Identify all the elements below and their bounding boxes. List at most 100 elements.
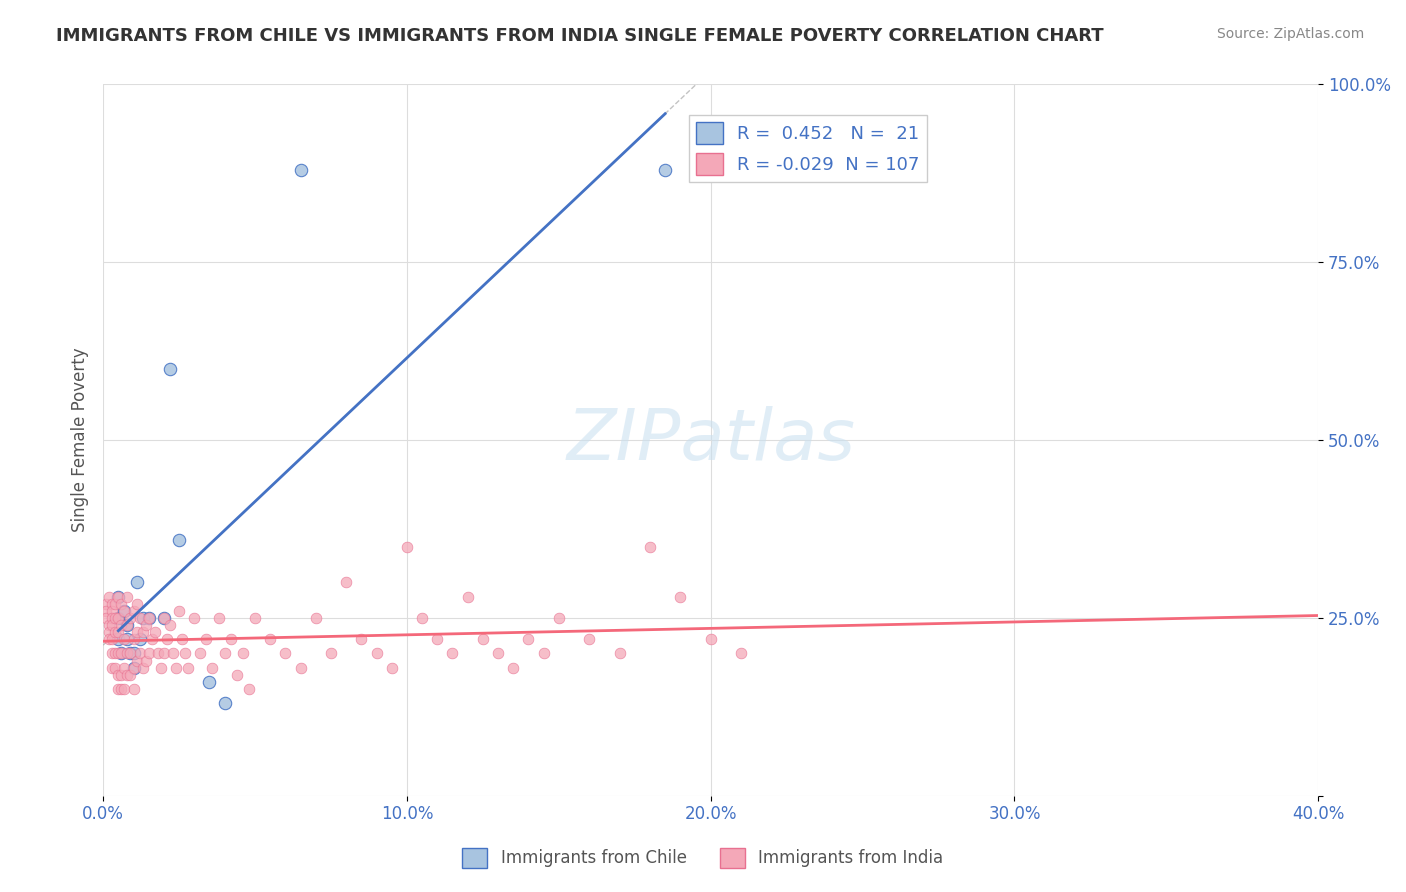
- Point: [195, 632, 218, 647]
- Point: [502, 661, 524, 675]
- Point: [101, 647, 124, 661]
- Point: [117, 618, 139, 632]
- Point: [290, 661, 312, 675]
- Point: [350, 632, 373, 647]
- Point: [138, 611, 160, 625]
- Point: [149, 661, 172, 675]
- Point: [669, 590, 692, 604]
- Point: [441, 647, 464, 661]
- Point: [153, 611, 176, 625]
- Point: [153, 647, 176, 661]
- Point: [305, 611, 328, 625]
- Point: [366, 647, 388, 661]
- Point: [122, 681, 145, 696]
- Point: [125, 654, 148, 668]
- Point: [167, 533, 190, 547]
- Point: [122, 647, 145, 661]
- Point: [98, 632, 121, 647]
- Point: [654, 162, 676, 177]
- Point: [165, 661, 187, 675]
- Point: [125, 575, 148, 590]
- Point: [101, 611, 124, 625]
- Point: [107, 590, 129, 604]
- Point: [125, 625, 148, 640]
- Point: [214, 647, 236, 661]
- Point: [112, 632, 135, 647]
- Point: [128, 611, 150, 625]
- Point: [104, 611, 127, 625]
- Point: [547, 611, 569, 625]
- Point: [153, 611, 176, 625]
- Point: [104, 625, 127, 640]
- Point: [104, 597, 127, 611]
- Point: [183, 611, 205, 625]
- Point: [198, 675, 221, 690]
- Point: [471, 632, 494, 647]
- Point: [107, 611, 129, 625]
- Point: [138, 611, 160, 625]
- Point: [101, 604, 124, 618]
- Text: IMMIGRANTS FROM CHILE VS IMMIGRANTS FROM INDIA SINGLE FEMALE POVERTY CORRELATION: IMMIGRANTS FROM CHILE VS IMMIGRANTS FROM…: [56, 27, 1104, 45]
- Text: Source: ZipAtlas.com: Source: ZipAtlas.com: [1216, 27, 1364, 41]
- Point: [138, 647, 160, 661]
- Point: [107, 632, 129, 647]
- Point: [107, 668, 129, 682]
- Point: [122, 661, 145, 675]
- Point: [159, 362, 181, 376]
- Point: [699, 632, 721, 647]
- Point: [159, 618, 181, 632]
- Point: [730, 647, 752, 661]
- Point: [232, 647, 254, 661]
- Point: [101, 597, 124, 611]
- Point: [177, 661, 200, 675]
- Point: [243, 611, 266, 625]
- Point: [110, 668, 132, 682]
- Point: [107, 611, 129, 625]
- Point: [381, 661, 404, 675]
- Point: [174, 647, 197, 661]
- Point: [143, 625, 166, 640]
- Point: [426, 632, 449, 647]
- Point: [110, 618, 132, 632]
- Point: [104, 661, 127, 675]
- Legend: Immigrants from Chile, Immigrants from India: Immigrants from Chile, Immigrants from I…: [456, 841, 950, 875]
- Point: [101, 618, 124, 632]
- Point: [135, 654, 157, 668]
- Point: [457, 590, 479, 604]
- Point: [96, 604, 118, 618]
- Point: [162, 647, 184, 661]
- Text: ZIPatlas: ZIPatlas: [567, 406, 855, 475]
- Point: [156, 632, 179, 647]
- Point: [120, 611, 142, 625]
- Point: [122, 604, 145, 618]
- Point: [98, 618, 121, 632]
- Point: [110, 647, 132, 661]
- Point: [259, 632, 281, 647]
- Point: [131, 661, 153, 675]
- Point: [141, 632, 163, 647]
- Point: [207, 611, 229, 625]
- Point: [172, 632, 194, 647]
- Point: [96, 597, 118, 611]
- Point: [201, 661, 224, 675]
- Point: [609, 647, 631, 661]
- Point: [112, 661, 135, 675]
- Point: [122, 661, 145, 675]
- Point: [107, 681, 129, 696]
- Point: [131, 611, 153, 625]
- Point: [274, 647, 297, 661]
- Point: [214, 696, 236, 710]
- Point: [638, 540, 661, 554]
- Point: [117, 647, 139, 661]
- Point: [225, 668, 247, 682]
- Y-axis label: Single Female Poverty: Single Female Poverty: [72, 348, 89, 533]
- Point: [219, 632, 242, 647]
- Point: [110, 597, 132, 611]
- Point: [117, 618, 139, 632]
- Point: [335, 575, 357, 590]
- Point: [131, 625, 153, 640]
- Point: [117, 632, 139, 647]
- Point: [112, 604, 135, 618]
- Point: [578, 632, 600, 647]
- Point: [146, 647, 169, 661]
